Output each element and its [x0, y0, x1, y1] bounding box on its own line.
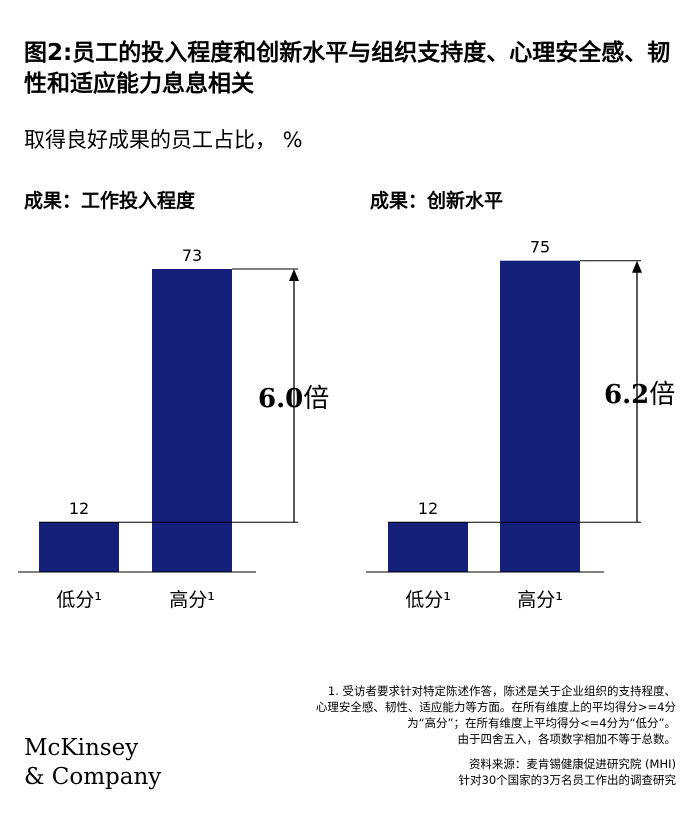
ratio-arrowhead-innovation [632, 260, 642, 273]
ratio-label-innovation: 6.2倍 [604, 374, 675, 411]
figure-subtitle: 取得良好成果的员工占比， % [24, 128, 303, 152]
value-label-engagement-1: 73 [182, 246, 202, 265]
category-label-innovation-0: 低分¹ [405, 589, 451, 611]
category-label-engagement-1: 高分¹ [169, 589, 215, 611]
logo-line: McKinsey [24, 735, 139, 761]
mckinsey-logo: McKinsey & Company [24, 734, 161, 792]
bar-engagement-low [39, 522, 119, 572]
logo-line: & Company [24, 764, 162, 790]
ratio-suffix: 倍 [303, 384, 330, 414]
bar-innovation-high [500, 260, 580, 572]
ratio-label-engagement: 6.0倍 [258, 378, 329, 415]
ratio-value: 6.2 [604, 380, 650, 410]
value-label-innovation-1: 75 [530, 238, 550, 257]
value-label-engagement-0: 12 [69, 499, 89, 518]
ratio-value: 6.0 [258, 384, 304, 414]
ratio-arrowhead-engagement [289, 269, 299, 281]
footnote: 1. 受访者要求针对特定陈述作答，陈述是关于企业组织的支持程度、 心理安全感、韧… [226, 683, 676, 747]
category-label-engagement-0: 低分¹ [56, 589, 102, 611]
panel-title-innovation: 成果：创新水平 [370, 190, 504, 212]
bar-engagement-high [152, 269, 232, 572]
footnote-line: 1. 受访者要求针对特定陈述作答，陈述是关于企业组织的支持程度、 [327, 684, 676, 698]
ratio-suffix: 倍 [649, 380, 676, 410]
panel-title-engagement: 成果：工作投入程度 [24, 190, 196, 212]
source-note: 资料来源：麦肯锡健康促进研究院 (MHI) 针对30个国家的3万名员工作出的调查… [256, 756, 676, 788]
value-label-innovation-0: 12 [418, 499, 438, 518]
footnote-line: 由于四舍五入，各项数字相加不等于总数。 [457, 732, 677, 746]
bar-charts: 12 低分¹ 73 高分¹ 12 低分¹ 75 高分¹ [18, 238, 642, 611]
source-line: 针对30个国家的3万名员工作出的调查研究 [458, 773, 676, 787]
category-label-innovation-1: 高分¹ [517, 589, 563, 611]
figure-title: 图2:员工的投入程度和创新水平与组织支持度、心理安全感、韧性和适应能力息息相关 [24, 40, 671, 97]
footnote-line: 心理安全感、韧性、适应能力等方面。在所有维度上的平均得分>=4分 [315, 700, 676, 714]
footnote-line: 为“高分”；在所有维度上平均得分<=4分为“低分”。 [407, 716, 676, 730]
source-line: 资料来源：麦肯锡健康促进研究院 (MHI) [468, 757, 676, 771]
bar-innovation-low [388, 522, 468, 572]
